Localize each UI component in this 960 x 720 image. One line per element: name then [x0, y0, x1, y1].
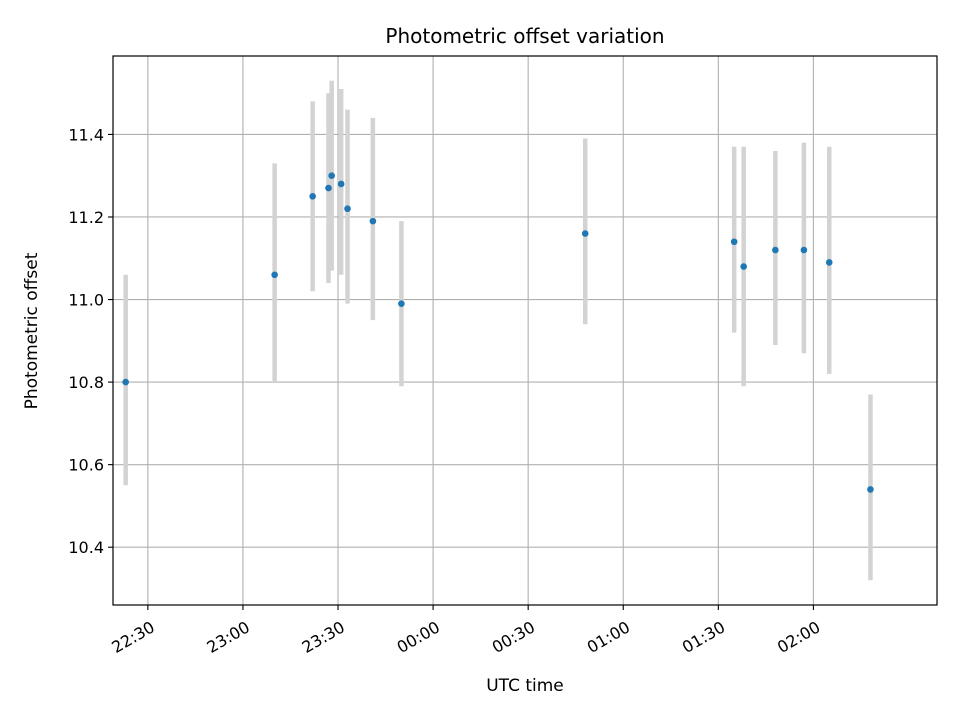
y-tick-label: 10.6 [68, 456, 104, 475]
error-bars [123, 80, 873, 581]
data-point [730, 238, 738, 246]
x-tick-label: 00:30 [489, 617, 538, 657]
data-point [122, 378, 129, 386]
y-axis-label: Photometric offset [22, 252, 42, 409]
x-axis-label: UTC time [486, 676, 564, 696]
x-tick-label: 02:00 [774, 617, 823, 657]
data-point [271, 271, 278, 279]
grid-lines [113, 56, 937, 605]
data-point [325, 184, 332, 192]
data-point [867, 486, 874, 493]
y-axis-ticks: 10.4 10.6 10.8 11.0 11.2 11.4 [68, 125, 113, 557]
y-tick-label: 11.2 [68, 208, 104, 227]
x-tick-label: 23:00 [204, 617, 253, 657]
data-point [369, 217, 377, 225]
data-point [398, 300, 405, 307]
data-point [344, 205, 351, 213]
x-tick-label: 01:30 [679, 617, 728, 657]
x-tick-label: 00:00 [394, 617, 443, 657]
x-tick-label: 23:30 [299, 617, 348, 657]
x-tick-label: 01:00 [584, 617, 633, 657]
data-point [825, 259, 833, 266]
data-point [328, 172, 335, 180]
x-axis-ticks: 22:30 23:00 23:30 00:00 00:30 01:00 01:30 02:00 [108, 605, 823, 657]
data-point [740, 263, 747, 270]
data-point [309, 193, 316, 200]
data-point [337, 180, 345, 188]
data-markers [122, 172, 874, 493]
y-tick-label: 10.4 [68, 538, 104, 557]
y-tick-label: 11.0 [68, 291, 104, 310]
x-tick-label: 22:30 [108, 617, 157, 657]
plot-area-frame [112, 55, 938, 606]
data-point [581, 230, 589, 237]
data-point [800, 246, 808, 254]
y-tick-label: 11.4 [68, 125, 104, 144]
data-point [772, 246, 779, 254]
chart-title: Photometric offset variation [385, 24, 664, 48]
y-tick-label: 10.8 [68, 373, 104, 392]
